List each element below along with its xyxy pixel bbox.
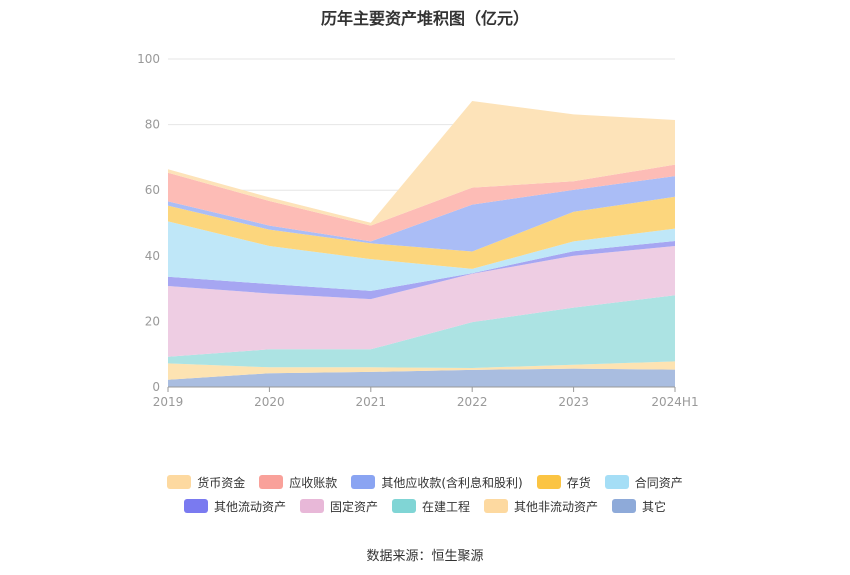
legend-label: 货币资金 — [197, 475, 246, 490]
area-其它 — [168, 368, 675, 387]
legend-item[interactable]: 存货 — [536, 474, 591, 491]
legend-swatch — [536, 475, 561, 489]
axes: 0 20 40 60 80 100 2019 2020 2021 2022 2023 2024H1 — [137, 52, 699, 409]
y-tick-label: 100 — [137, 52, 160, 66]
legend-swatch — [299, 499, 324, 513]
legend-item[interactable]: 货币资金 — [167, 474, 245, 491]
legend-item[interactable]: 固定资产 — [299, 498, 378, 515]
area-series — [168, 101, 675, 387]
legend-swatch — [391, 499, 416, 513]
y-tick-label: 60 — [145, 183, 160, 197]
y-tick-label: 40 — [145, 249, 160, 263]
stacked-area-chart: 0 20 40 60 80 100 2019 2020 2021 2022 2023 2024H1 — [137, 52, 699, 409]
legend: 货币资金 应收账款 其他应收款(含利息和股利) 存货 合同资产 其他流动资产 固定资产 在建… — [0, 470, 850, 518]
legend-swatch — [604, 475, 629, 489]
legend-item[interactable]: 其他非流动资产 — [484, 498, 598, 515]
legend-label: 合同资产 — [634, 475, 683, 490]
legend-item[interactable]: 其他应收款(含利息和股利) — [351, 474, 523, 491]
legend-swatch — [183, 499, 208, 513]
source-note: 数据来源：恒生聚源 — [366, 549, 484, 564]
legend-swatch — [612, 499, 637, 513]
x-tick-label: 2021 — [356, 395, 387, 409]
legend-label: 固定资产 — [329, 499, 378, 514]
area-合同资产 — [168, 221, 675, 291]
legend-label: 其它 — [642, 499, 667, 514]
area-应收账款 — [168, 164, 675, 242]
legend-swatch — [351, 475, 376, 489]
area-其他流动资产 — [168, 241, 675, 300]
area-存货 — [168, 196, 675, 269]
legend-item[interactable]: 在建工程 — [391, 498, 470, 515]
legend-label: 其他非流动资产 — [514, 499, 599, 514]
x-tick-label: 2023 — [558, 395, 589, 409]
legend-item[interactable]: 其他流动资产 — [183, 498, 286, 515]
legend-row: 其他流动资产 固定资产 在建工程 其他非流动资产 其它 — [0, 494, 850, 518]
legend-label: 存货 — [566, 475, 591, 490]
legend-swatch — [167, 475, 192, 489]
area-在建工程 — [168, 295, 675, 368]
legend-item[interactable]: 其它 — [612, 498, 666, 515]
x-tick-label: 2024H1 — [651, 395, 698, 409]
area-货币资金 — [168, 101, 675, 226]
legend-item[interactable]: 应收账款 — [259, 474, 337, 491]
x-tick-label: 2020 — [254, 395, 285, 409]
legend-label: 在建工程 — [421, 499, 470, 514]
legend-item[interactable]: 合同资产 — [604, 474, 683, 491]
legend-row: 货币资金 应收账款 其他应收款(含利息和股利) 存货 合同资产 — [0, 470, 850, 494]
area-其他应收款(含利息和股利) — [168, 176, 675, 252]
y-tick-label: 80 — [145, 118, 160, 132]
y-tick-label: 0 — [152, 380, 160, 394]
legend-label: 应收账款 — [289, 475, 338, 490]
legend-swatch — [259, 475, 284, 489]
chart-title: 历年主要资产堆积图（亿元） — [320, 9, 529, 28]
x-tick-label: 2022 — [457, 395, 488, 409]
area-固定资产 — [168, 246, 675, 357]
x-tick-label: 2019 — [153, 395, 184, 409]
legend-label: 其他流动资产 — [213, 499, 286, 514]
legend-label: 其他应收款(含利息和股利) — [381, 475, 523, 490]
legend-swatch — [484, 499, 508, 513]
y-tick-label: 20 — [145, 314, 160, 328]
area-其他非流动资产 — [168, 361, 675, 380]
